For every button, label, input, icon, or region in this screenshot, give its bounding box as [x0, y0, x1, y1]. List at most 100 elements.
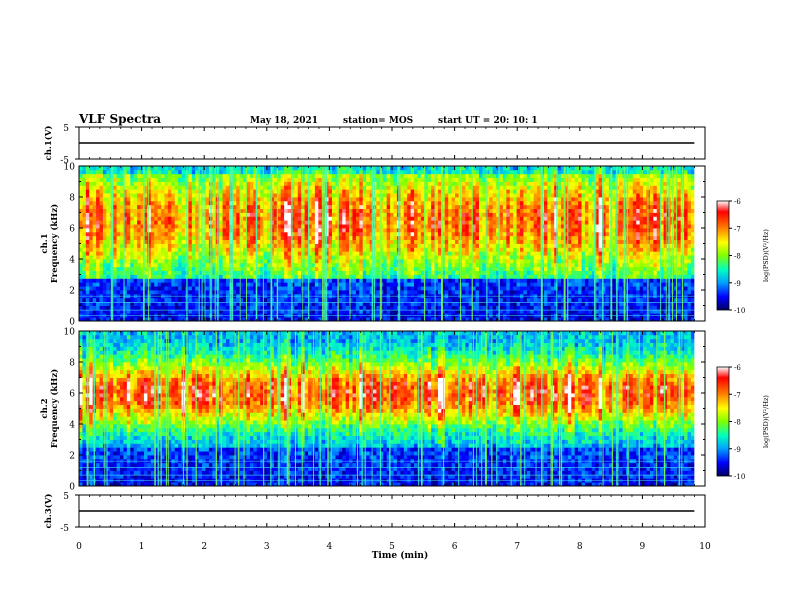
spectrogram-cell [441, 259, 446, 264]
spectrogram-cell [472, 247, 476, 252]
spectrogram-cell [222, 301, 227, 306]
spectrogram-cell [304, 181, 309, 186]
spectrogram-cell [475, 200, 480, 206]
spectrogram-cell [417, 189, 422, 194]
spectrogram-cell [154, 282, 159, 287]
spectrogram-cell [212, 286, 217, 291]
spectrogram-cell [226, 231, 230, 237]
spectrogram-cell [212, 185, 217, 190]
spectrogram-cell [352, 208, 357, 213]
spectrogram-cell [318, 251, 323, 256]
spectrogram-cell [318, 189, 323, 194]
spectrogram-cell [489, 197, 494, 202]
spectrogram-cell [167, 278, 172, 283]
spectrogram-cell [167, 255, 172, 260]
spectrogram-cell [287, 185, 292, 190]
spectrogram-cell [403, 173, 408, 179]
spectrogram-cell [195, 266, 200, 272]
spectrogram-cell [277, 255, 282, 260]
spectrogram-cell [140, 301, 145, 306]
spectrogram-cell [369, 200, 374, 206]
spectrogram-cell [89, 173, 94, 179]
spectrogram-cell [140, 309, 145, 314]
spectrogram-cell [314, 301, 319, 306]
spectrogram-cell [249, 317, 254, 322]
spectrogram-cell [314, 228, 319, 233]
spectrogram-cell [164, 173, 169, 179]
spectrogram-cell [89, 212, 94, 217]
spectrogram-cell [492, 262, 497, 268]
spectrogram-cell [161, 251, 165, 256]
spectrogram-cell [164, 220, 169, 225]
spectrogram-cell [167, 228, 172, 233]
spectrogram-cell [181, 239, 186, 244]
spectrogram-cell [359, 301, 364, 306]
spectrogram-cell [431, 169, 435, 175]
spectrogram-cell [188, 270, 193, 275]
spectrogram-cell [181, 259, 186, 264]
spectrogram-cell [246, 228, 251, 233]
spectrogram-cell [414, 266, 418, 272]
spectrogram-cell [191, 262, 196, 268]
spectrogram-cell [157, 297, 162, 303]
spectrogram-cell [277, 297, 282, 303]
spectrogram-cell [202, 274, 206, 279]
spectrogram-cell [277, 309, 282, 314]
spectrogram-cell [161, 266, 165, 272]
spectrogram-cell [120, 247, 124, 252]
spectrogram-cell [482, 185, 487, 190]
spectrogram-cell [448, 282, 453, 287]
spectrogram-cell [181, 274, 186, 279]
spectrogram-cell [441, 189, 446, 194]
spectrogram-cell [383, 166, 388, 171]
spectrogram-cell [297, 169, 302, 175]
spectrogram-cell [99, 270, 104, 275]
spectrogram-cell [188, 173, 193, 179]
spectrogram-cell [366, 301, 370, 306]
spectrogram-cell [188, 266, 193, 272]
spectrogram-cell [137, 305, 141, 310]
spectrogram-cell [219, 255, 223, 260]
spectrogram-cell [188, 255, 193, 260]
spectrogram-cell [96, 216, 100, 221]
spectrogram-cell [171, 208, 176, 213]
spectrogram-cell [455, 216, 459, 221]
spectrogram-cell [147, 224, 152, 229]
spectrogram-cell [352, 181, 357, 186]
spectrogram-cell [85, 270, 90, 275]
spectrogram-cell [260, 247, 265, 252]
spectrogram-cell [427, 208, 432, 213]
spectrogram-cell [290, 173, 295, 179]
spectrogram-cell [236, 290, 241, 295]
spectrogram-cell [482, 224, 487, 229]
spectrogram-cell [85, 247, 90, 252]
spectrogram-cell [434, 317, 439, 322]
spectrogram-cell [174, 297, 179, 303]
spectrogram-cell [451, 282, 456, 287]
spectrogram-cell [212, 297, 217, 303]
spectrogram-cell [191, 309, 196, 314]
spectrogram-cell [383, 301, 388, 306]
spectrogram-cell [222, 251, 227, 256]
spectrogram-cell [414, 255, 418, 260]
spectrogram-cell [195, 189, 200, 194]
spectrogram-cell [212, 301, 217, 306]
spectrogram-cell [205, 177, 210, 182]
spectrogram-cell [478, 262, 483, 268]
spectrogram-cell [478, 266, 483, 272]
spectrogram-cell [451, 185, 456, 190]
spectrogram-cell [478, 228, 483, 233]
spectrogram-cell [133, 239, 138, 244]
spectrogram-cell [130, 185, 135, 190]
spectrogram-cell [369, 193, 374, 198]
spectrogram-cell [489, 317, 494, 322]
spectrogram-cell [352, 262, 357, 268]
spectrogram-cell [249, 228, 254, 233]
spectrogram-cell [99, 173, 104, 179]
spectrogram-cell [444, 270, 449, 275]
spectrogram-cell [102, 278, 107, 283]
spectrogram-cell [420, 247, 425, 252]
spectrogram-cell [366, 274, 370, 279]
spectrogram-cell [362, 216, 367, 221]
